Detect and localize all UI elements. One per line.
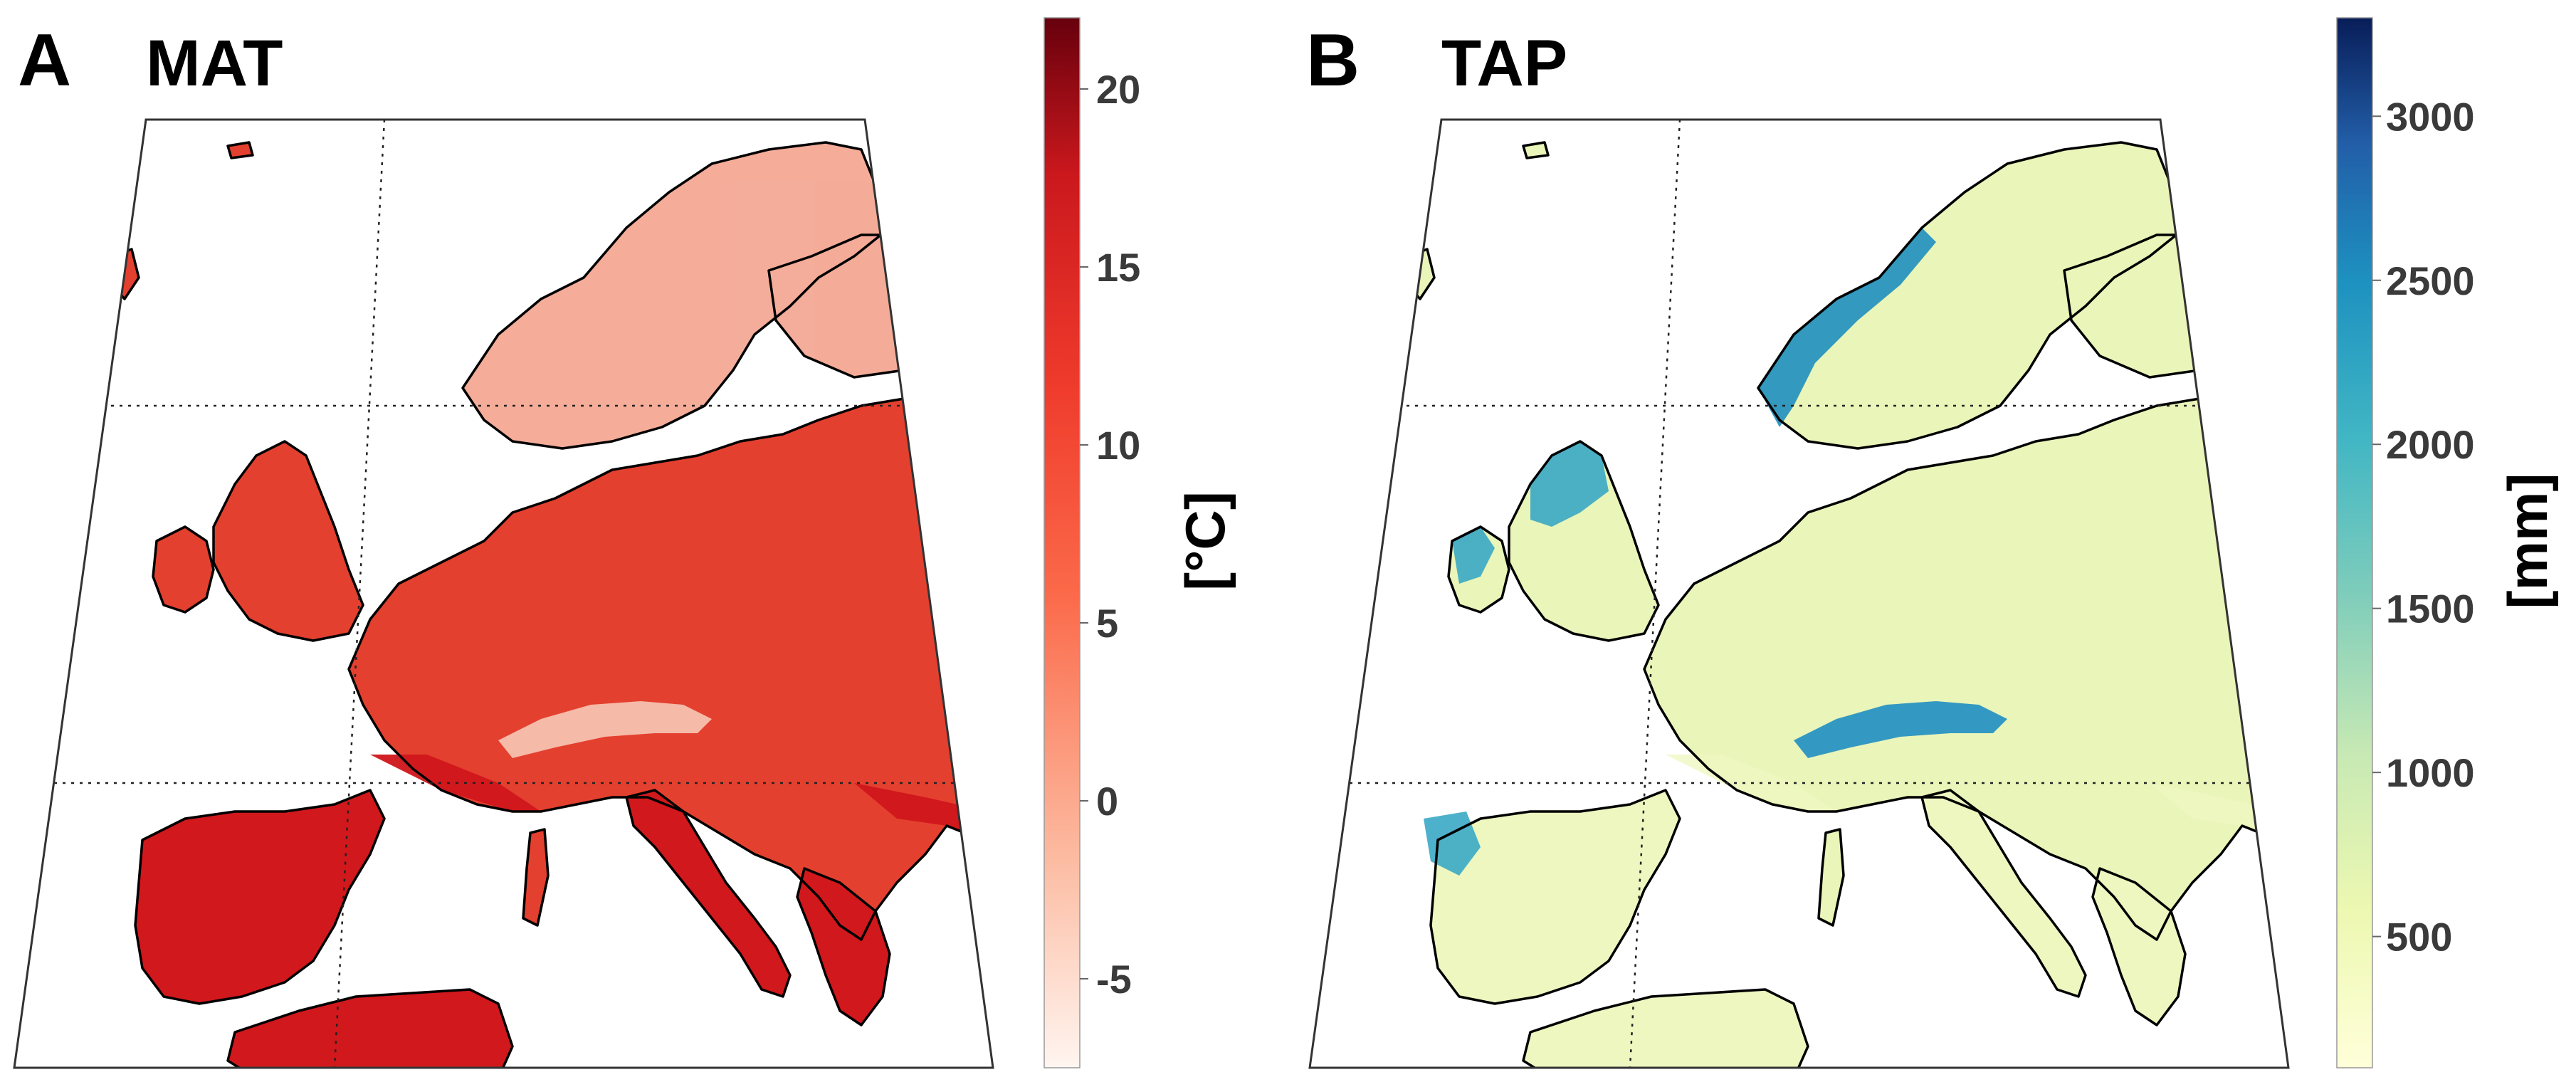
colorbar-b-tick-label: 2500 — [2386, 258, 2475, 303]
colorbar-a-tick-label: 10 — [1096, 423, 1140, 468]
colorbar-b-tick-label: 500 — [2386, 915, 2452, 960]
colorbar-b-tick-label: 2000 — [2386, 422, 2475, 467]
panel-b: B TAP 3000 2500 2000 1500 1000 500 — [1306, 17, 2559, 1069]
colorbar-b-unit: [mm] — [2496, 473, 2559, 609]
colorbar-b-gradient — [2336, 17, 2373, 1068]
panel-a-letter: A — [18, 19, 71, 102]
panel-b-title: TAP — [1441, 27, 1567, 100]
colorbar-b-tick-label: 1500 — [2386, 587, 2475, 631]
colorbar-a-gradient — [1043, 17, 1081, 1068]
map-a — [13, 118, 994, 1069]
colorbar-a-unit: [°C] — [1174, 491, 1236, 590]
colorbar-b: 3000 2500 2000 1500 1000 500 [mm] — [2336, 17, 2559, 1068]
map-frame-a — [13, 118, 994, 1069]
panel-a-title: MAT — [146, 27, 283, 100]
colorbar-a-tick-label: 0 — [1096, 779, 1118, 824]
colorbar-a: 20 15 10 5 0 -5 [°C] — [1043, 17, 1236, 1068]
map-b — [1308, 118, 2290, 1069]
panel-b-letter: B — [1306, 19, 1360, 102]
map-frame-b — [1308, 118, 2290, 1069]
colorbar-b-tick-label: 3000 — [2386, 94, 2475, 139]
colorbar-b-tick-label: 1000 — [2386, 750, 2475, 795]
colorbar-a-tick-label: 15 — [1096, 245, 1140, 290]
panel-a: A MAT 20 15 10 5 0 -5 [°C] — [13, 17, 1236, 1069]
colorbar-a-tick-label: -5 — [1096, 957, 1132, 1002]
colorbar-a-tick-label: 5 — [1096, 601, 1118, 646]
colorbar-a-tick-label: 20 — [1096, 67, 1140, 112]
